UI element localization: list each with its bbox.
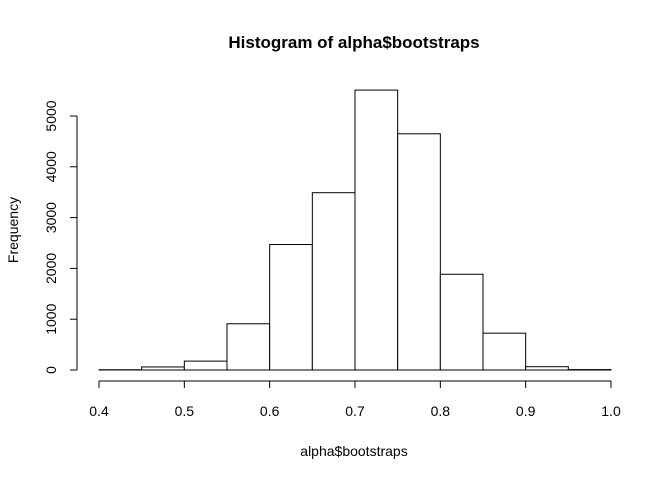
- x-tick-label: 0.4: [89, 403, 109, 419]
- histogram-bar: [439, 273, 484, 371]
- chart-title: Histogram of alpha$bootstraps: [228, 33, 479, 52]
- x-tick-label: 0.8: [431, 403, 451, 419]
- y-axis: 0 1000 2000 3000 4000 5000: [43, 100, 78, 374]
- x-tick-label: 0.6: [260, 403, 280, 419]
- histogram-bar: [397, 133, 441, 371]
- histogram-bar: [183, 360, 228, 371]
- histogram-bar: [269, 244, 313, 371]
- histogram-bar: [354, 89, 399, 371]
- x-tick-label: 0.5: [175, 403, 195, 419]
- y-tick-label: 5000: [43, 100, 59, 131]
- histogram-bar: [311, 192, 356, 371]
- y-axis-label: Frequency: [5, 197, 21, 263]
- y-tick-label: 3000: [43, 202, 59, 233]
- histogram-bar: [525, 366, 569, 371]
- y-tick-label: 1000: [43, 303, 59, 334]
- y-tick-label: 0: [43, 366, 59, 374]
- histogram-bar: [141, 366, 185, 371]
- histogram-bar: [226, 323, 271, 371]
- x-axis: 0.4 0.5 0.6 0.7 0.8 0.9 1.0: [89, 380, 621, 419]
- x-tick-label: 0.7: [345, 403, 365, 419]
- histogram-bars: [98, 89, 612, 371]
- histogram-bar: [482, 332, 527, 371]
- y-tick-label: 4000: [43, 151, 59, 182]
- x-tick-label: 1.0: [601, 403, 621, 419]
- x-tick-label: 0.9: [516, 403, 536, 419]
- x-axis-label: alpha$bootstraps: [300, 443, 407, 459]
- y-tick-label: 2000: [43, 253, 59, 284]
